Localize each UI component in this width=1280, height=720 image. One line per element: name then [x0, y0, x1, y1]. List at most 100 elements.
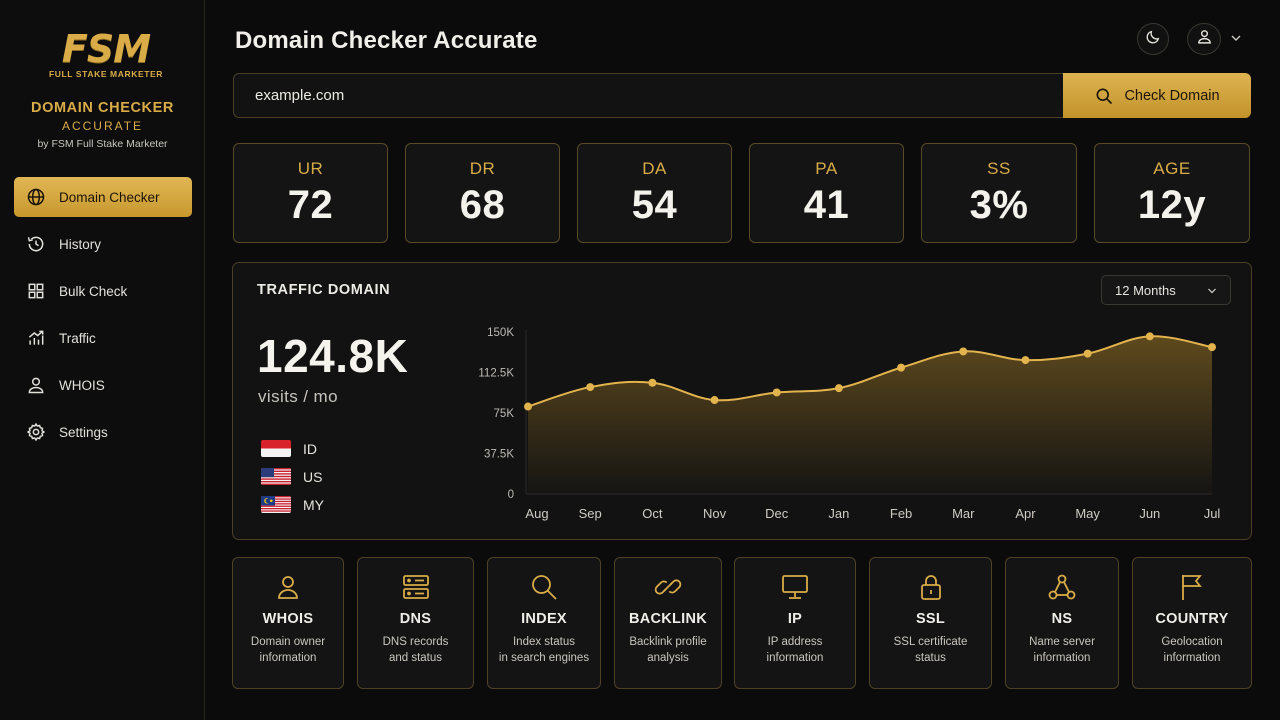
search-icon [1096, 88, 1113, 104]
feature-card-dns[interactable]: DNS DNS records and status [357, 557, 474, 689]
feature-desc-line: analysis [647, 652, 689, 664]
traffic-series-line [527, 335, 1213, 408]
feature-title: WHOIS [262, 611, 314, 627]
data-point-dec [772, 388, 781, 397]
feature-card-ssl[interactable]: SSL SSL certificate status [869, 557, 992, 689]
moon-icon [1145, 29, 1161, 50]
data-point-jun [1145, 332, 1154, 341]
sidebar-item-history[interactable]: History [14, 224, 192, 264]
data-point-nov [710, 396, 719, 405]
metric-label: SS [987, 159, 1011, 178]
feature-desc-line: information [1163, 652, 1221, 664]
feature-description: DNS records and status [358, 634, 473, 666]
sidebar-item-label: Settings [59, 424, 108, 440]
trend-chart-icon [25, 327, 47, 349]
feature-card-ns[interactable]: NS Name server information [1005, 557, 1119, 689]
data-point-aug [524, 402, 532, 411]
feature-card-backlink[interactable]: BACKLINK Backlink profile analysis [614, 557, 722, 689]
chevron-down-icon [1208, 288, 1216, 294]
data-point-oct [648, 378, 657, 387]
feature-title: BACKLINK [628, 611, 708, 627]
feature-card-country[interactable]: COUNTRY Geolocation information [1132, 557, 1252, 689]
traffic-chart: 0 37.5K 75K 112.5K 150K Aug Sep Oct Nov Dec Jan Feb… [478, 327, 1221, 521]
search-icon [529, 572, 559, 602]
sidebar-item-label: History [59, 236, 102, 252]
sidebar-item-label: Traffic [59, 330, 96, 346]
logo-text: FSM [61, 27, 151, 71]
feature-title: INDEX [521, 611, 567, 627]
metric-card-ur: UR 72 [233, 143, 388, 243]
flag-icon [1177, 572, 1207, 602]
feature-description: IP address information [735, 634, 855, 666]
feature-desc-line: status [915, 652, 946, 664]
metric-value: 3% [969, 183, 1029, 227]
metric-label: DR [469, 159, 496, 178]
feature-description: Backlink profile analysis [615, 634, 721, 666]
data-point-apr [1021, 356, 1030, 365]
feature-description: Name server information [1006, 634, 1118, 666]
feature-title: COUNTRY [1155, 611, 1229, 627]
indonesia-flag-icon [261, 440, 291, 457]
feature-desc-line: information [766, 652, 824, 664]
sidebar-item-label: WHOIS [59, 377, 105, 393]
brand-subtitle: ACCURATE [61, 119, 144, 133]
fsm-logo[interactable]: FSM FULL STAKE MARKETER [36, 30, 176, 80]
user-menu-chevron-down-icon[interactable] [1228, 30, 1244, 46]
x-tick-label: Nov [703, 506, 727, 521]
feature-title: NS [1051, 611, 1073, 627]
sidebar-item-domain-checker[interactable]: Domain Checker [14, 177, 192, 217]
feature-description: Domain owner information [233, 634, 343, 666]
metric-card-da: DA 54 [577, 143, 732, 243]
history-icon [25, 233, 47, 255]
feature-card-whois[interactable]: WHOIS Domain owner information [232, 557, 344, 689]
country-row-id: ID [261, 440, 317, 457]
feature-desc-line: DNS records [382, 636, 449, 648]
y-tick-label: 112.5K [478, 368, 514, 380]
usa-flag-icon [261, 468, 291, 485]
metric-value: 12y [1137, 183, 1207, 227]
user-avatar-button[interactable] [1187, 23, 1221, 55]
sidebar-item-settings[interactable]: Settings [14, 412, 192, 452]
feature-desc-line: IP address [767, 636, 823, 648]
traffic-area [528, 336, 1212, 494]
metric-label: AGE [1153, 159, 1191, 178]
domain-input[interactable] [234, 74, 1064, 117]
theme-toggle-button[interactable] [1137, 23, 1169, 55]
metric-card-age: AGE 12y [1094, 143, 1250, 243]
x-tick-label: Apr [1015, 506, 1036, 521]
network-icon [1047, 572, 1077, 602]
x-tick-label: Dec [765, 506, 789, 521]
grid-icon [25, 280, 47, 302]
country-row-my: MY [261, 496, 324, 513]
feature-desc-line: Name server [1029, 636, 1095, 648]
link-icon [653, 572, 683, 602]
check-domain-button[interactable]: Check Domain [1063, 73, 1251, 118]
metric-card-ss: SS 3% [921, 143, 1077, 243]
visits-unit: visits / mo [258, 387, 338, 406]
sidebar-item-bulk-check[interactable]: Bulk Check [14, 271, 192, 311]
feature-title: SSL [915, 611, 946, 627]
sidebar-item-whois[interactable]: WHOIS [14, 365, 192, 405]
globe-icon [25, 186, 47, 208]
feature-desc-line: SSL certificate [893, 636, 968, 648]
logo-subtitle: FULL STAKE MARKETER [48, 69, 164, 79]
sidebar-item-label: Domain Checker [59, 189, 160, 205]
x-tick-label: Jul [1204, 506, 1221, 521]
data-point-sep [586, 383, 595, 392]
x-tick-label: Mar [952, 506, 975, 521]
sidebar-item-traffic[interactable]: Traffic [14, 318, 192, 358]
domain-search-bar: Check Domain [233, 73, 1251, 118]
period-select[interactable]: 12 Months [1101, 275, 1231, 305]
x-tick-label: Jan [828, 506, 849, 521]
malaysia-flag-icon [261, 496, 291, 513]
x-tick-label: Aug [525, 506, 548, 521]
visits-value: 124.8K [257, 330, 409, 382]
feature-card-ip[interactable]: IP IP address information [734, 557, 856, 689]
x-tick-label: Jun [1139, 506, 1160, 521]
y-tick-label: 150K [487, 327, 514, 339]
feature-card-index[interactable]: INDEX Index status in search engines [487, 557, 601, 689]
metric-label: DA [642, 159, 667, 178]
metric-value: 41 [803, 183, 850, 227]
country-code: MY [303, 496, 324, 513]
sidebar-nav: Domain Checker History Bulk Check Traffi… [14, 177, 192, 459]
